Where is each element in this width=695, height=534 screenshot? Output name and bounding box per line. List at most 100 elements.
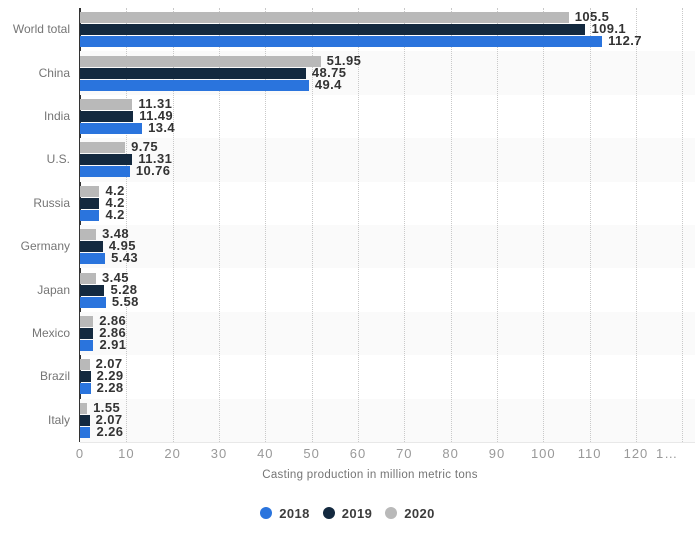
gridline	[311, 8, 313, 442]
x-tick-label: 60	[349, 446, 367, 461]
bar-value-label: 5.58	[111, 293, 139, 309]
bar-value-label: 4.2	[105, 194, 125, 210]
x-axis-title: Casting production in million metric ton…	[262, 469, 478, 481]
bar-value-label: 49.4	[314, 76, 342, 92]
legend-dot-2018	[260, 507, 273, 519]
bar-value-label: 5.43	[111, 250, 139, 266]
bar-2020-russia[interactable]	[80, 185, 100, 197]
bar-value-label: 1.55	[93, 399, 121, 415]
bar-2020-germany[interactable]	[80, 229, 97, 241]
bar-value-label: 2.26	[96, 423, 124, 439]
legend-item-2018[interactable]: 2018	[260, 506, 310, 521]
bar-value-label: 2.29	[96, 368, 124, 384]
bar-value-label: 2.07	[95, 411, 123, 427]
bar-2018-brazil[interactable]	[80, 383, 91, 395]
bar-value-label: 112.7	[608, 33, 642, 49]
category-label: U.S.	[46, 152, 70, 167]
x-tick-label: 120	[623, 446, 649, 461]
bar-2019-india[interactable]	[80, 111, 134, 122]
bar-2019-japan[interactable]	[80, 284, 105, 296]
bar-value-label: 5.28	[110, 281, 138, 297]
legend: 2018 2019 2020	[0, 503, 695, 523]
plot-area: World total 105.5 109.1 112.7 China 51.95 48.7…	[12, 8, 695, 461]
bar-value-label: 109.1	[591, 21, 626, 37]
bar-2020-india[interactable]	[80, 99, 133, 110]
bar-value-label: 48.75	[311, 64, 347, 80]
category-label: World total	[12, 22, 70, 37]
bar-value-label: 13.4	[148, 120, 175, 135]
bar-2020-mexico[interactable]	[80, 316, 94, 327]
x-tick-label: 10	[118, 446, 135, 461]
bar-value-label: 2.91	[99, 337, 127, 352]
bar-value-label: 10.76	[135, 163, 171, 179]
x-tick-label: 50	[303, 446, 320, 461]
x-tick-label-truncated: 1…	[656, 446, 679, 461]
bar-value-label: 9.75	[131, 139, 159, 155]
row-band	[80, 398, 695, 442]
bar-value-label: 51.95	[326, 52, 362, 68]
bar-value-label: 4.2	[105, 182, 125, 198]
x-tick-label: 30	[210, 446, 228, 461]
x-tick-label: 40	[257, 446, 274, 461]
x-tick-label: 80	[442, 446, 459, 461]
category-label: Brazil	[39, 369, 70, 384]
bar-2019-u-s-[interactable]	[80, 154, 133, 166]
gridline	[265, 8, 267, 442]
bar-2020-japan[interactable]	[80, 272, 96, 284]
bar-2018-russia[interactable]	[80, 209, 100, 221]
bar-2018-u-s-[interactable]	[80, 166, 130, 178]
row-band	[80, 311, 695, 356]
bar-value-label: 4.2	[105, 206, 125, 222]
row-band	[80, 225, 695, 269]
bar-2020-world-total[interactable]	[80, 12, 569, 24]
bar-value-label: 3.48	[102, 226, 130, 242]
x-tick-label: 70	[396, 446, 413, 461]
gridline	[357, 8, 359, 442]
legend-item-2019[interactable]: 2019	[322, 505, 373, 521]
x-tick-label: 90	[488, 446, 506, 461]
bar-2020-italy[interactable]	[80, 402, 88, 414]
bar-2019-germany[interactable]	[80, 241, 103, 253]
gridline	[218, 8, 220, 442]
legend-item-2020[interactable]: 2020	[385, 506, 435, 521]
bar-2018-italy[interactable]	[80, 426, 91, 438]
bar-2018-world-total[interactable]	[80, 36, 603, 48]
legend-dot-2020	[385, 507, 398, 519]
legend-label-2019: 2019	[341, 505, 373, 521]
gridline	[589, 8, 591, 442]
category-label: Mexico	[31, 326, 70, 340]
bar-2020-china[interactable]	[80, 55, 321, 67]
bar-2018-china[interactable]	[80, 79, 309, 91]
bar-2020-u-s-[interactable]	[80, 142, 126, 154]
bar-2019-world-total[interactable]	[80, 24, 586, 36]
bar-2019-brazil[interactable]	[80, 371, 91, 383]
bar-value-label: 2.28	[96, 380, 124, 396]
bar-2019-china[interactable]	[80, 67, 306, 79]
x-tick-label: 100	[530, 446, 556, 461]
gridline	[404, 8, 406, 442]
gridline	[496, 8, 498, 442]
bar-value-label: 2.86	[99, 313, 127, 328]
x-tick-label: 20	[164, 446, 181, 461]
bar-value-label: 4.95	[108, 238, 136, 254]
bar-value-label: 2.86	[99, 325, 127, 340]
x-axis-baseline	[80, 442, 695, 443]
gridline	[635, 8, 637, 442]
bar-value-label: 2.07	[95, 356, 123, 372]
category-label: India	[43, 109, 70, 123]
category-label: Russia	[33, 195, 70, 210]
bar-2018-japan[interactable]	[80, 296, 106, 308]
bar-2018-germany[interactable]	[80, 253, 106, 265]
bar-2020-brazil[interactable]	[80, 359, 90, 371]
bar-2019-italy[interactable]	[80, 414, 90, 426]
bar-2019-mexico[interactable]	[80, 328, 94, 339]
category-label: Japan	[37, 282, 70, 297]
bar-2019-russia[interactable]	[80, 197, 100, 209]
bar-value-label: 105.5	[574, 9, 610, 25]
gridline	[172, 8, 174, 442]
bar-2018-mexico[interactable]	[80, 340, 94, 351]
category-label: Germany	[20, 239, 70, 254]
bar-2018-india[interactable]	[80, 123, 143, 134]
category-label: Italy	[47, 412, 70, 427]
